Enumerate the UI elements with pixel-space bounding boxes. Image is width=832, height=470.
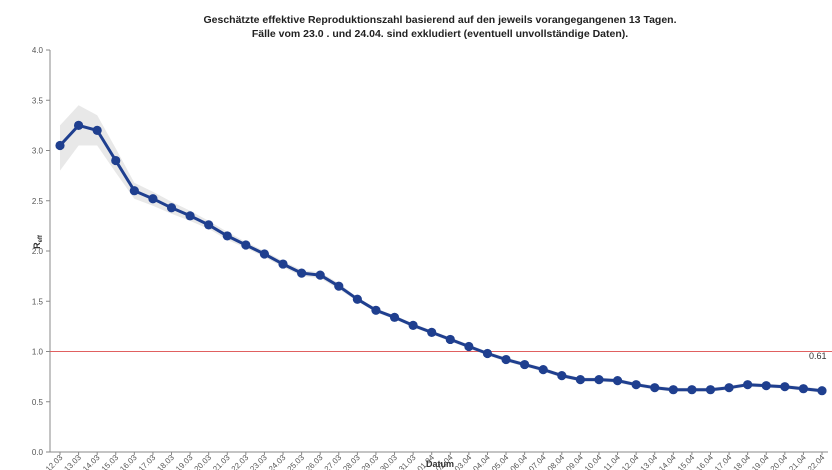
x-axis-title: Datum <box>426 459 454 469</box>
y-tick-label: 4.0 <box>32 46 44 55</box>
data-point <box>539 365 548 374</box>
data-point <box>706 385 715 394</box>
y-tick-label: 2.5 <box>32 197 44 206</box>
x-tick-label: 22.04 <box>806 453 827 470</box>
data-point <box>557 371 566 380</box>
data-point <box>446 335 455 344</box>
data-point <box>594 375 603 384</box>
chart-subtitle: Fälle vom 23.0 . und 24.04. sind exkludi… <box>252 28 628 40</box>
data-point <box>409 321 418 330</box>
data-point <box>613 376 622 385</box>
data-point <box>371 306 380 315</box>
data-point <box>167 203 176 212</box>
confidence-band <box>60 105 822 392</box>
y-tick-label: 1.0 <box>32 348 44 357</box>
data-point <box>501 355 510 364</box>
data-point <box>241 240 250 249</box>
data-point <box>762 381 771 390</box>
data-point <box>780 382 789 391</box>
y-axis-title-sub: eff <box>38 234 44 242</box>
data-point <box>185 211 194 220</box>
data-point <box>669 385 678 394</box>
data-point <box>520 360 529 369</box>
data-point <box>204 220 213 229</box>
y-tick-label: 1.5 <box>32 297 44 306</box>
y-tick-label: 3.5 <box>32 96 44 105</box>
data-point <box>743 380 752 389</box>
data-point <box>297 269 306 278</box>
data-point <box>817 386 826 395</box>
end-value-label: 0.61 <box>809 351 827 361</box>
data-point <box>223 231 232 240</box>
data-point <box>278 259 287 268</box>
data-point <box>724 383 733 392</box>
data-point <box>111 156 120 165</box>
y-tick-label: 0.5 <box>32 398 44 407</box>
data-point <box>632 380 641 389</box>
data-point <box>353 295 362 304</box>
data-point <box>427 328 436 337</box>
data-point <box>74 121 83 130</box>
data-point <box>464 342 473 351</box>
data-point <box>650 383 659 392</box>
data-point <box>55 141 64 150</box>
data-point <box>687 385 696 394</box>
data-points <box>55 121 826 396</box>
data-point <box>148 194 157 203</box>
data-point <box>316 271 325 280</box>
y-tick-label: 0.0 <box>32 448 44 457</box>
y-axis: 0.00.51.01.52.02.53.03.54.0 <box>32 46 50 457</box>
data-point <box>93 126 102 135</box>
chart-title: Geschätzte effektive Reproduktionszahl b… <box>203 14 676 26</box>
data-point <box>799 384 808 393</box>
series-line <box>60 125 822 390</box>
data-point <box>334 282 343 291</box>
data-point <box>260 249 269 258</box>
data-point <box>483 349 492 358</box>
x-tick-label: 10.04 <box>583 453 604 470</box>
data-point <box>576 375 585 384</box>
data-point <box>130 186 139 195</box>
y-tick-label: 3.0 <box>32 147 44 156</box>
data-point <box>390 313 399 322</box>
